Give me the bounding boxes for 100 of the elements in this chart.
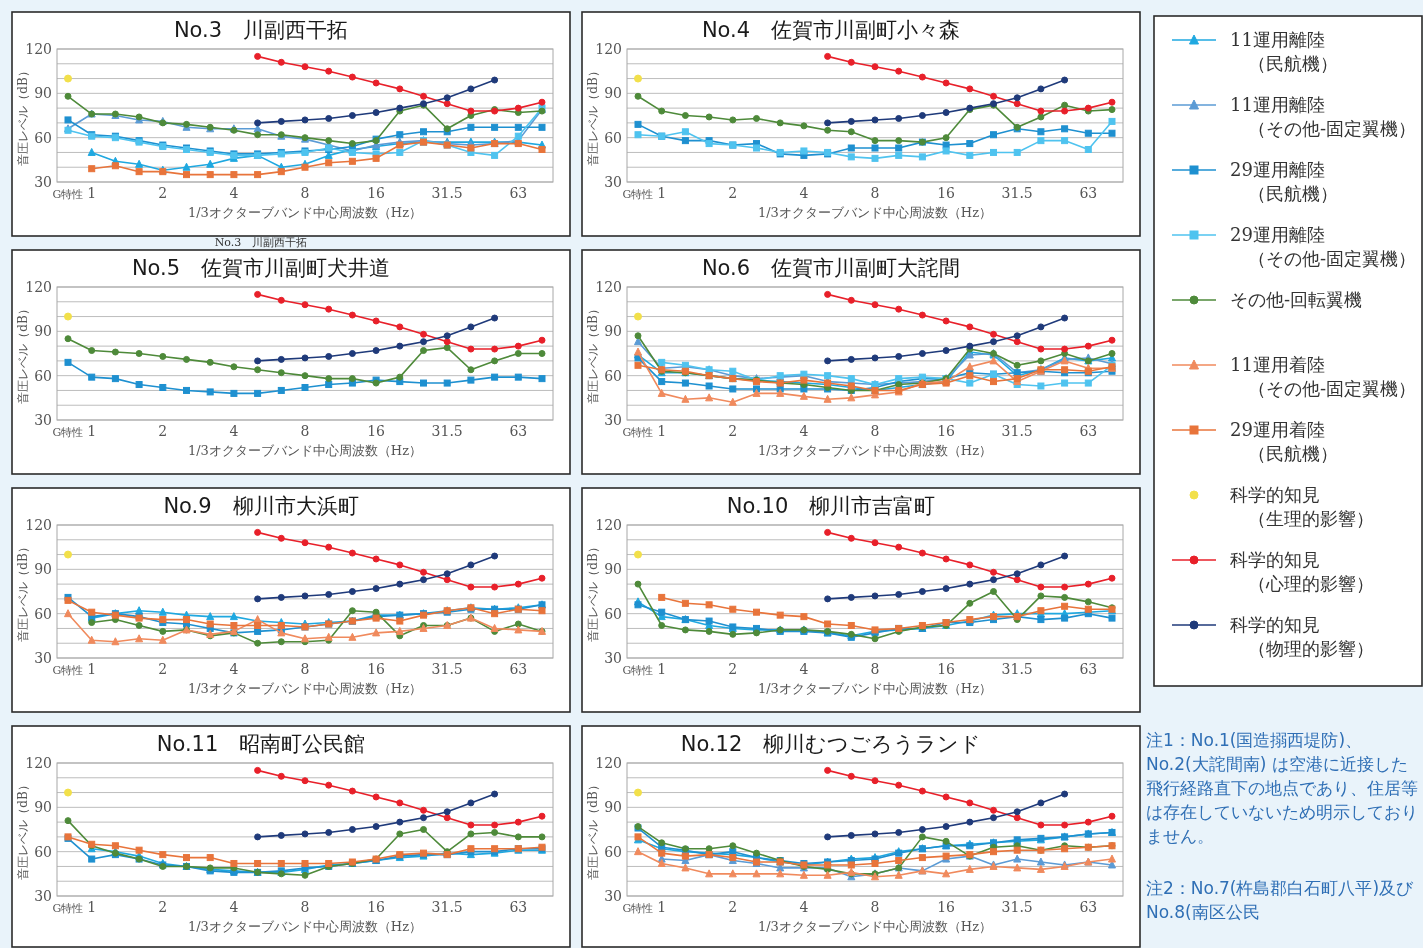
y-tick-label: 120 [595, 41, 622, 57]
legend-label: 科学的知見（生理的影響） [1230, 484, 1374, 529]
x-tick-label: 8 [300, 899, 310, 915]
x-tick-label: 1 [87, 423, 97, 439]
y-tick-label: 30 [604, 650, 622, 666]
x-tick-label: G特性 [622, 188, 654, 201]
x-tick-label: 8 [870, 661, 880, 677]
x-tick-label: 8 [300, 423, 310, 439]
y-tick-label: 90 [604, 799, 622, 816]
x-tick-label: 4 [229, 899, 239, 915]
chart-title: No.9 柳川市大浜町 [163, 494, 359, 518]
x-tick-label: 16 [367, 423, 386, 439]
y-tick-label: 120 [25, 279, 52, 295]
x-tick-label: 63 [1079, 185, 1098, 201]
y-tick-label: 30 [34, 174, 52, 190]
x-axis-title: 1/3オクターブバンド中心周波数（Hz） [757, 919, 993, 934]
y-tick-label: 60 [34, 367, 52, 384]
legend-label: 29運用離陸（その他-固定翼機） [1230, 224, 1417, 269]
x-tick-label: 4 [229, 423, 239, 439]
x-tick-label: 63 [1079, 899, 1098, 915]
x-tick-label: G特性 [622, 902, 654, 915]
x-tick-label: G特性 [622, 426, 654, 439]
y-tick-label: 30 [34, 888, 52, 904]
y-tick-label: 30 [604, 412, 622, 428]
x-tick-label: 4 [229, 661, 239, 677]
x-axis-title: 1/3オクターブバンド中心周波数（Hz） [757, 205, 993, 220]
text: 注1：No.1(国造搦西堤防)、No.2(大詫間南) は空港に近接した飛行経路直下の地点であり、住居等は存在していないため明示しておりません。 [1146, 729, 1419, 848]
y-tick-label: 60 [34, 605, 52, 622]
legend-label: その他-回転翼機 [1230, 289, 1363, 310]
x-tick-label: 4 [229, 185, 239, 201]
x-tick-label: G特性 [622, 664, 654, 677]
y-tick-label: 90 [34, 85, 52, 102]
x-tick-label: 16 [367, 185, 386, 201]
x-tick-label: G特性 [52, 426, 84, 439]
y-tick-label: 120 [595, 279, 622, 295]
y-tick-label: 120 [25, 755, 52, 771]
x-axis-title: 1/3オクターブバンド中心周波数（Hz） [757, 443, 993, 458]
x-tick-label: 4 [799, 899, 809, 915]
y-axis-title: 音圧レベル（dB） [586, 541, 600, 642]
x-tick-label: 1 [657, 185, 667, 201]
x-tick-label: G特性 [52, 188, 84, 201]
x-tick-label: 1 [657, 423, 667, 439]
x-tick-label: 8 [870, 899, 880, 915]
x-tick-label: 2 [158, 661, 168, 677]
x-tick-label: 1 [87, 185, 97, 201]
y-tick-label: 30 [604, 174, 622, 190]
x-tick-label: 8 [870, 423, 880, 439]
y-tick-label: 30 [604, 888, 622, 904]
x-tick-label: 16 [367, 899, 386, 915]
x-tick-label: 16 [937, 661, 956, 677]
legend-label: 29運用着陸（民航機） [1230, 419, 1338, 464]
x-tick-label: 4 [799, 423, 809, 439]
x-tick-label: 1 [87, 661, 97, 677]
x-tick-label: 63 [509, 899, 528, 915]
chart-title: No.3 川副西干拓 [173, 18, 349, 42]
x-tick-label: 2 [728, 899, 738, 915]
legend-label: 11運用着陸（その他-固定翼機） [1230, 354, 1417, 399]
x-tick-label: 63 [509, 661, 528, 677]
y-axis-title: 音圧レベル（dB） [586, 779, 600, 880]
y-tick-label: 120 [25, 41, 52, 57]
text: 注2：No.7(杵島郡白石町八平)及びNo.8(南区公民 [1146, 877, 1415, 924]
x-tick-label: 16 [937, 185, 956, 201]
y-tick-label: 60 [604, 129, 622, 146]
x-tick-label: 8 [300, 185, 310, 201]
x-tick-label: 31.5 [1001, 185, 1033, 201]
x-tick-label: 16 [937, 423, 956, 439]
x-tick-label: 2 [158, 185, 168, 201]
legend-label: 科学的知見（物理的影響） [1230, 614, 1374, 659]
x-tick-label: 4 [799, 661, 809, 677]
x-axis-title: 1/3オクターブバンド中心周波数（Hz） [187, 443, 423, 458]
x-tick-label: 4 [799, 185, 809, 201]
legend-label: 科学的知見（心理的影響） [1230, 549, 1374, 594]
x-tick-label: 2 [728, 185, 738, 201]
y-axis-title: 音圧レベル（dB） [16, 541, 30, 642]
x-tick-label: 8 [300, 661, 310, 677]
x-axis-title: 1/3オクターブバンド中心周波数（Hz） [757, 681, 993, 696]
x-axis-title: 1/3オクターブバンド中心周波数（Hz） [187, 919, 423, 934]
y-axis-title: 音圧レベル（dB） [586, 303, 600, 404]
x-tick-label: 31.5 [431, 661, 463, 677]
x-tick-label: G特性 [52, 902, 84, 915]
chart-title: No.6 佐賀市川副町大詫間 [701, 256, 961, 280]
x-tick-label: 2 [728, 423, 738, 439]
y-tick-label: 60 [34, 129, 52, 146]
text: No.3 川副西干拓 [214, 236, 308, 249]
y-tick-label: 90 [604, 561, 622, 578]
x-tick-label: 1 [657, 899, 667, 915]
y-tick-label: 120 [25, 517, 52, 533]
chart-title: No.5 佐賀市川副町犬井道 [131, 256, 391, 280]
legend-label: 11運用離陸（その他-固定翼機） [1230, 94, 1417, 139]
legend-label: 11運用離陸（民航機） [1230, 29, 1338, 74]
y-tick-label: 90 [604, 85, 622, 102]
y-tick-label: 30 [34, 412, 52, 428]
chart-title: No.11 昭南町公民館 [156, 732, 366, 756]
x-tick-label: 1 [87, 899, 97, 915]
x-tick-label: 63 [509, 185, 528, 201]
legend-label: 29運用離陸（民航機） [1230, 159, 1338, 204]
y-tick-label: 120 [595, 517, 622, 533]
y-axis-title: 音圧レベル（dB） [16, 303, 30, 404]
chart-title: No.4 佐賀市川副町小々森 [701, 18, 961, 42]
x-tick-label: 31.5 [431, 423, 463, 439]
